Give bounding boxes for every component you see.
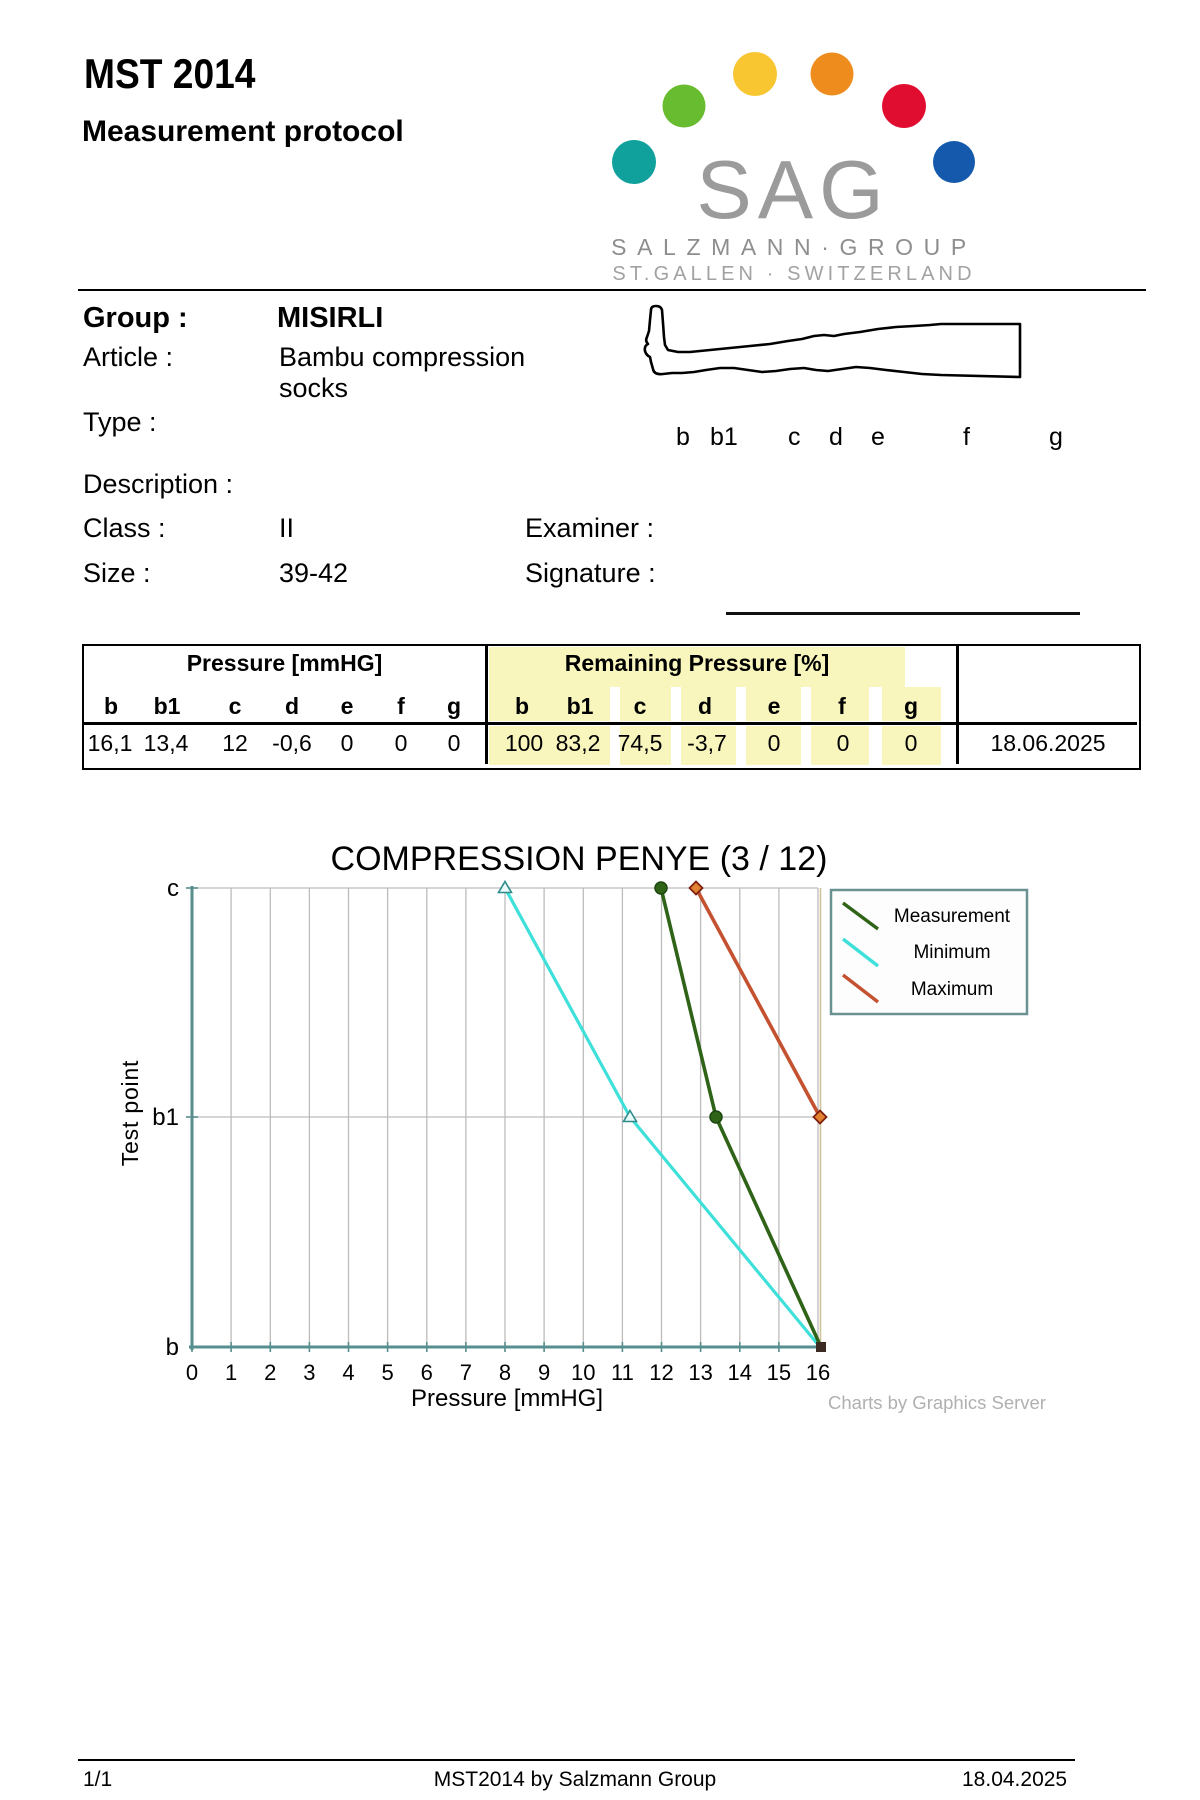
svg-text:ST.GALLEN · SWITZERLAND: ST.GALLEN · SWITZERLAND — [612, 263, 975, 285]
svg-text:9: 9 — [538, 1360, 550, 1385]
svg-text:6: 6 — [421, 1360, 433, 1385]
svg-text:0: 0 — [186, 1360, 198, 1385]
svg-text:SAG: SAG — [696, 143, 889, 236]
svg-text:14: 14 — [728, 1360, 752, 1385]
svg-text:4: 4 — [342, 1360, 354, 1385]
svg-text:8: 8 — [499, 1360, 511, 1385]
svg-text:2: 2 — [264, 1360, 276, 1385]
svg-text:1: 1 — [225, 1360, 237, 1385]
svg-text:10: 10 — [571, 1360, 595, 1385]
svg-text:Pressure [mmHG]: Pressure [mmHG] — [411, 1385, 603, 1412]
svg-text:COMPRESSION PENYE (3 / 12): COMPRESSION PENYE (3 / 12) — [331, 840, 828, 878]
svg-text:11: 11 — [611, 1360, 634, 1385]
svg-text:7: 7 — [460, 1360, 472, 1385]
svg-text:SALZMANN·GROUP: SALZMANN·GROUP — [611, 234, 977, 260]
svg-text:13: 13 — [688, 1360, 712, 1385]
svg-text:b: b — [166, 1334, 179, 1361]
svg-text:b1: b1 — [152, 1104, 179, 1131]
svg-text:Test point: Test point — [117, 1060, 143, 1166]
svg-text:12: 12 — [649, 1360, 673, 1385]
svg-text:Minimum: Minimum — [913, 942, 990, 963]
svg-text:Charts by Graphics Server: Charts by Graphics Server — [828, 1392, 1046, 1413]
svg-text:3: 3 — [303, 1360, 315, 1385]
svg-text:16: 16 — [806, 1360, 830, 1385]
svg-text:Maximum: Maximum — [911, 979, 993, 1000]
svg-text:c: c — [167, 875, 179, 902]
svg-text:Measurement: Measurement — [894, 906, 1011, 927]
svg-text:5: 5 — [381, 1360, 393, 1385]
svg-text:15: 15 — [767, 1360, 791, 1385]
